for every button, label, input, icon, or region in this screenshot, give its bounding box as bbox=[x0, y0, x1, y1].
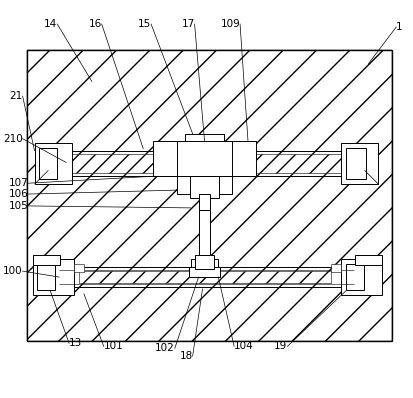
Bar bbox=[38, 264, 55, 290]
Bar bbox=[199, 211, 209, 263]
Bar bbox=[59, 154, 350, 173]
Text: 21: 21 bbox=[9, 91, 23, 101]
Text: 15: 15 bbox=[138, 19, 151, 29]
Text: 109: 109 bbox=[220, 19, 240, 29]
Text: 105: 105 bbox=[9, 201, 28, 211]
Bar bbox=[345, 148, 365, 179]
Bar bbox=[188, 267, 220, 277]
Bar bbox=[34, 142, 72, 184]
Bar bbox=[194, 256, 214, 269]
Bar bbox=[39, 148, 57, 179]
Bar bbox=[177, 142, 230, 175]
Bar bbox=[74, 264, 84, 272]
Bar bbox=[189, 176, 219, 198]
Text: 107: 107 bbox=[9, 178, 28, 188]
Bar bbox=[39, 148, 57, 179]
Bar bbox=[230, 140, 255, 176]
Bar bbox=[51, 150, 359, 176]
Bar bbox=[153, 140, 178, 176]
Bar bbox=[230, 142, 254, 175]
Bar bbox=[345, 264, 363, 290]
Bar bbox=[26, 50, 391, 341]
Text: 1: 1 bbox=[395, 22, 402, 32]
Bar bbox=[198, 194, 210, 210]
Bar bbox=[38, 264, 55, 290]
Bar bbox=[79, 271, 330, 283]
Text: 106: 106 bbox=[9, 189, 28, 199]
Text: 14: 14 bbox=[44, 19, 57, 29]
Bar bbox=[330, 264, 340, 272]
Bar bbox=[154, 142, 177, 175]
Text: 16: 16 bbox=[88, 19, 102, 29]
Text: 18: 18 bbox=[179, 351, 192, 361]
Text: 102: 102 bbox=[155, 343, 174, 353]
Text: 17: 17 bbox=[181, 19, 194, 29]
Text: 104: 104 bbox=[234, 341, 253, 351]
Bar bbox=[354, 256, 382, 265]
Text: 210: 210 bbox=[3, 134, 23, 144]
Bar bbox=[340, 142, 377, 184]
Bar bbox=[59, 267, 353, 287]
Bar bbox=[184, 134, 224, 150]
Bar bbox=[26, 50, 391, 341]
Bar bbox=[345, 148, 365, 179]
Text: 13: 13 bbox=[69, 338, 82, 348]
Text: 19: 19 bbox=[273, 341, 287, 351]
Text: 100: 100 bbox=[3, 266, 23, 276]
Bar bbox=[198, 210, 210, 264]
Bar bbox=[176, 176, 232, 194]
Bar bbox=[190, 259, 218, 269]
Bar bbox=[33, 256, 60, 265]
Bar bbox=[33, 259, 74, 295]
Bar bbox=[345, 264, 363, 290]
Bar bbox=[176, 140, 232, 176]
Text: 101: 101 bbox=[103, 341, 123, 351]
Bar bbox=[340, 259, 382, 295]
